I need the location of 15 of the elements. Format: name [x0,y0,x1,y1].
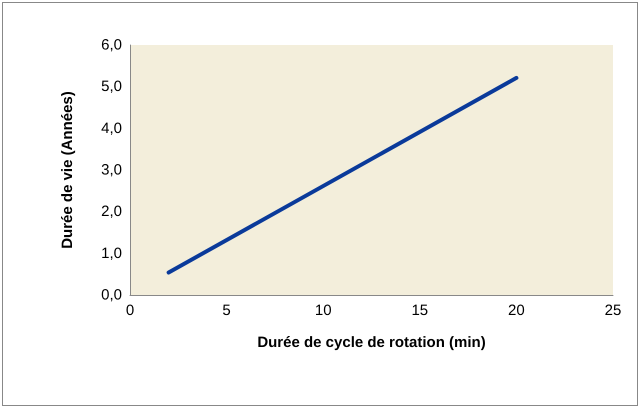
x-tick-label: 15 [411,302,428,319]
y-tick-label: 4,0 [101,120,122,137]
x-tick-label: 0 [126,302,134,319]
y-tick-label: 5,0 [101,78,122,96]
y-tick-label: 3,0 [101,162,122,178]
y-tick-label: 0,0 [101,286,122,304]
x-tick-label: 10 [314,302,332,319]
y-tick-label: 6,0 [101,36,122,54]
x-tick-label: 25 [604,302,622,319]
x-tick-label: 20 [508,302,525,319]
y-tick-label: 2,0 [101,203,122,220]
x-axis-title: Durée de cycle de rotation (min) [257,334,486,351]
x-tick-label: 5 [222,302,231,319]
y-axis-title: Durée de vie (Années) [59,91,76,249]
y-tick-label: 1,0 [101,244,122,262]
